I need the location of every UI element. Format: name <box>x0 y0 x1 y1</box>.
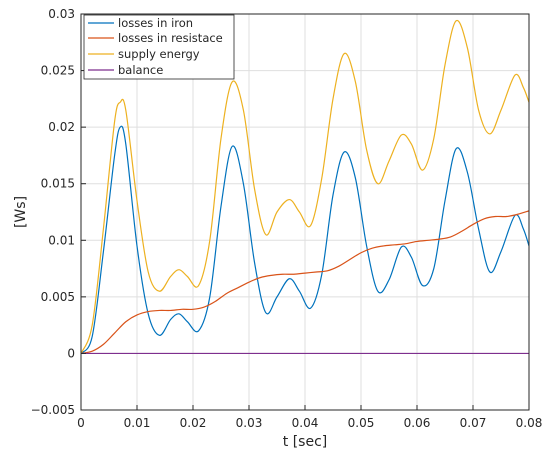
y-tick-label: −0.005 <box>31 403 75 417</box>
series-line-supply-energy <box>80 19 530 354</box>
x-tick-label: 0 <box>77 416 85 430</box>
y-tick-label: 0.03 <box>48 7 75 21</box>
series-line-losses-in-iron <box>80 125 530 354</box>
series-lines <box>80 19 530 355</box>
legend-label-balance: balance <box>118 63 163 77</box>
y-tick-label: 0.015 <box>41 177 75 191</box>
axis-ticks: 0 0.01 0.02 0.03 0.04 0.05 0.06 0.07 0.08−0.0050… <box>31 7 543 430</box>
x-tick-label: 0.03 <box>236 416 263 430</box>
x-tick-label: 0.07 <box>460 416 487 430</box>
x-tick-label: 0.08 <box>516 416 543 430</box>
x-axis-label: t [sec] <box>283 434 327 450</box>
y-axis-label: [Ws] <box>13 196 29 228</box>
y-tick-label: 0 <box>67 346 75 360</box>
series-line-losses-in-resistace <box>80 210 530 355</box>
y-tick-label: 0.02 <box>48 120 75 134</box>
legend-label-losses-in-iron: losses in iron <box>118 16 193 30</box>
y-tick-label: 0.025 <box>41 64 75 78</box>
x-tick-label: 0.06 <box>404 416 431 430</box>
legend-label-supply-energy: supply energy <box>118 47 200 61</box>
legend-box <box>83 14 235 80</box>
x-tick-label: 0.02 <box>180 416 207 430</box>
y-tick-label: 0.005 <box>41 290 75 304</box>
x-tick-label: 0.01 <box>124 416 151 430</box>
legend: losses in iron losses in resistace suppl… <box>83 14 235 80</box>
y-tick-label: 0.01 <box>48 233 75 247</box>
x-tick-label: 0.05 <box>348 416 375 430</box>
x-tick-label: 0.04 <box>292 416 319 430</box>
legend-label-losses-in-resistace: losses in resistace <box>118 31 223 45</box>
